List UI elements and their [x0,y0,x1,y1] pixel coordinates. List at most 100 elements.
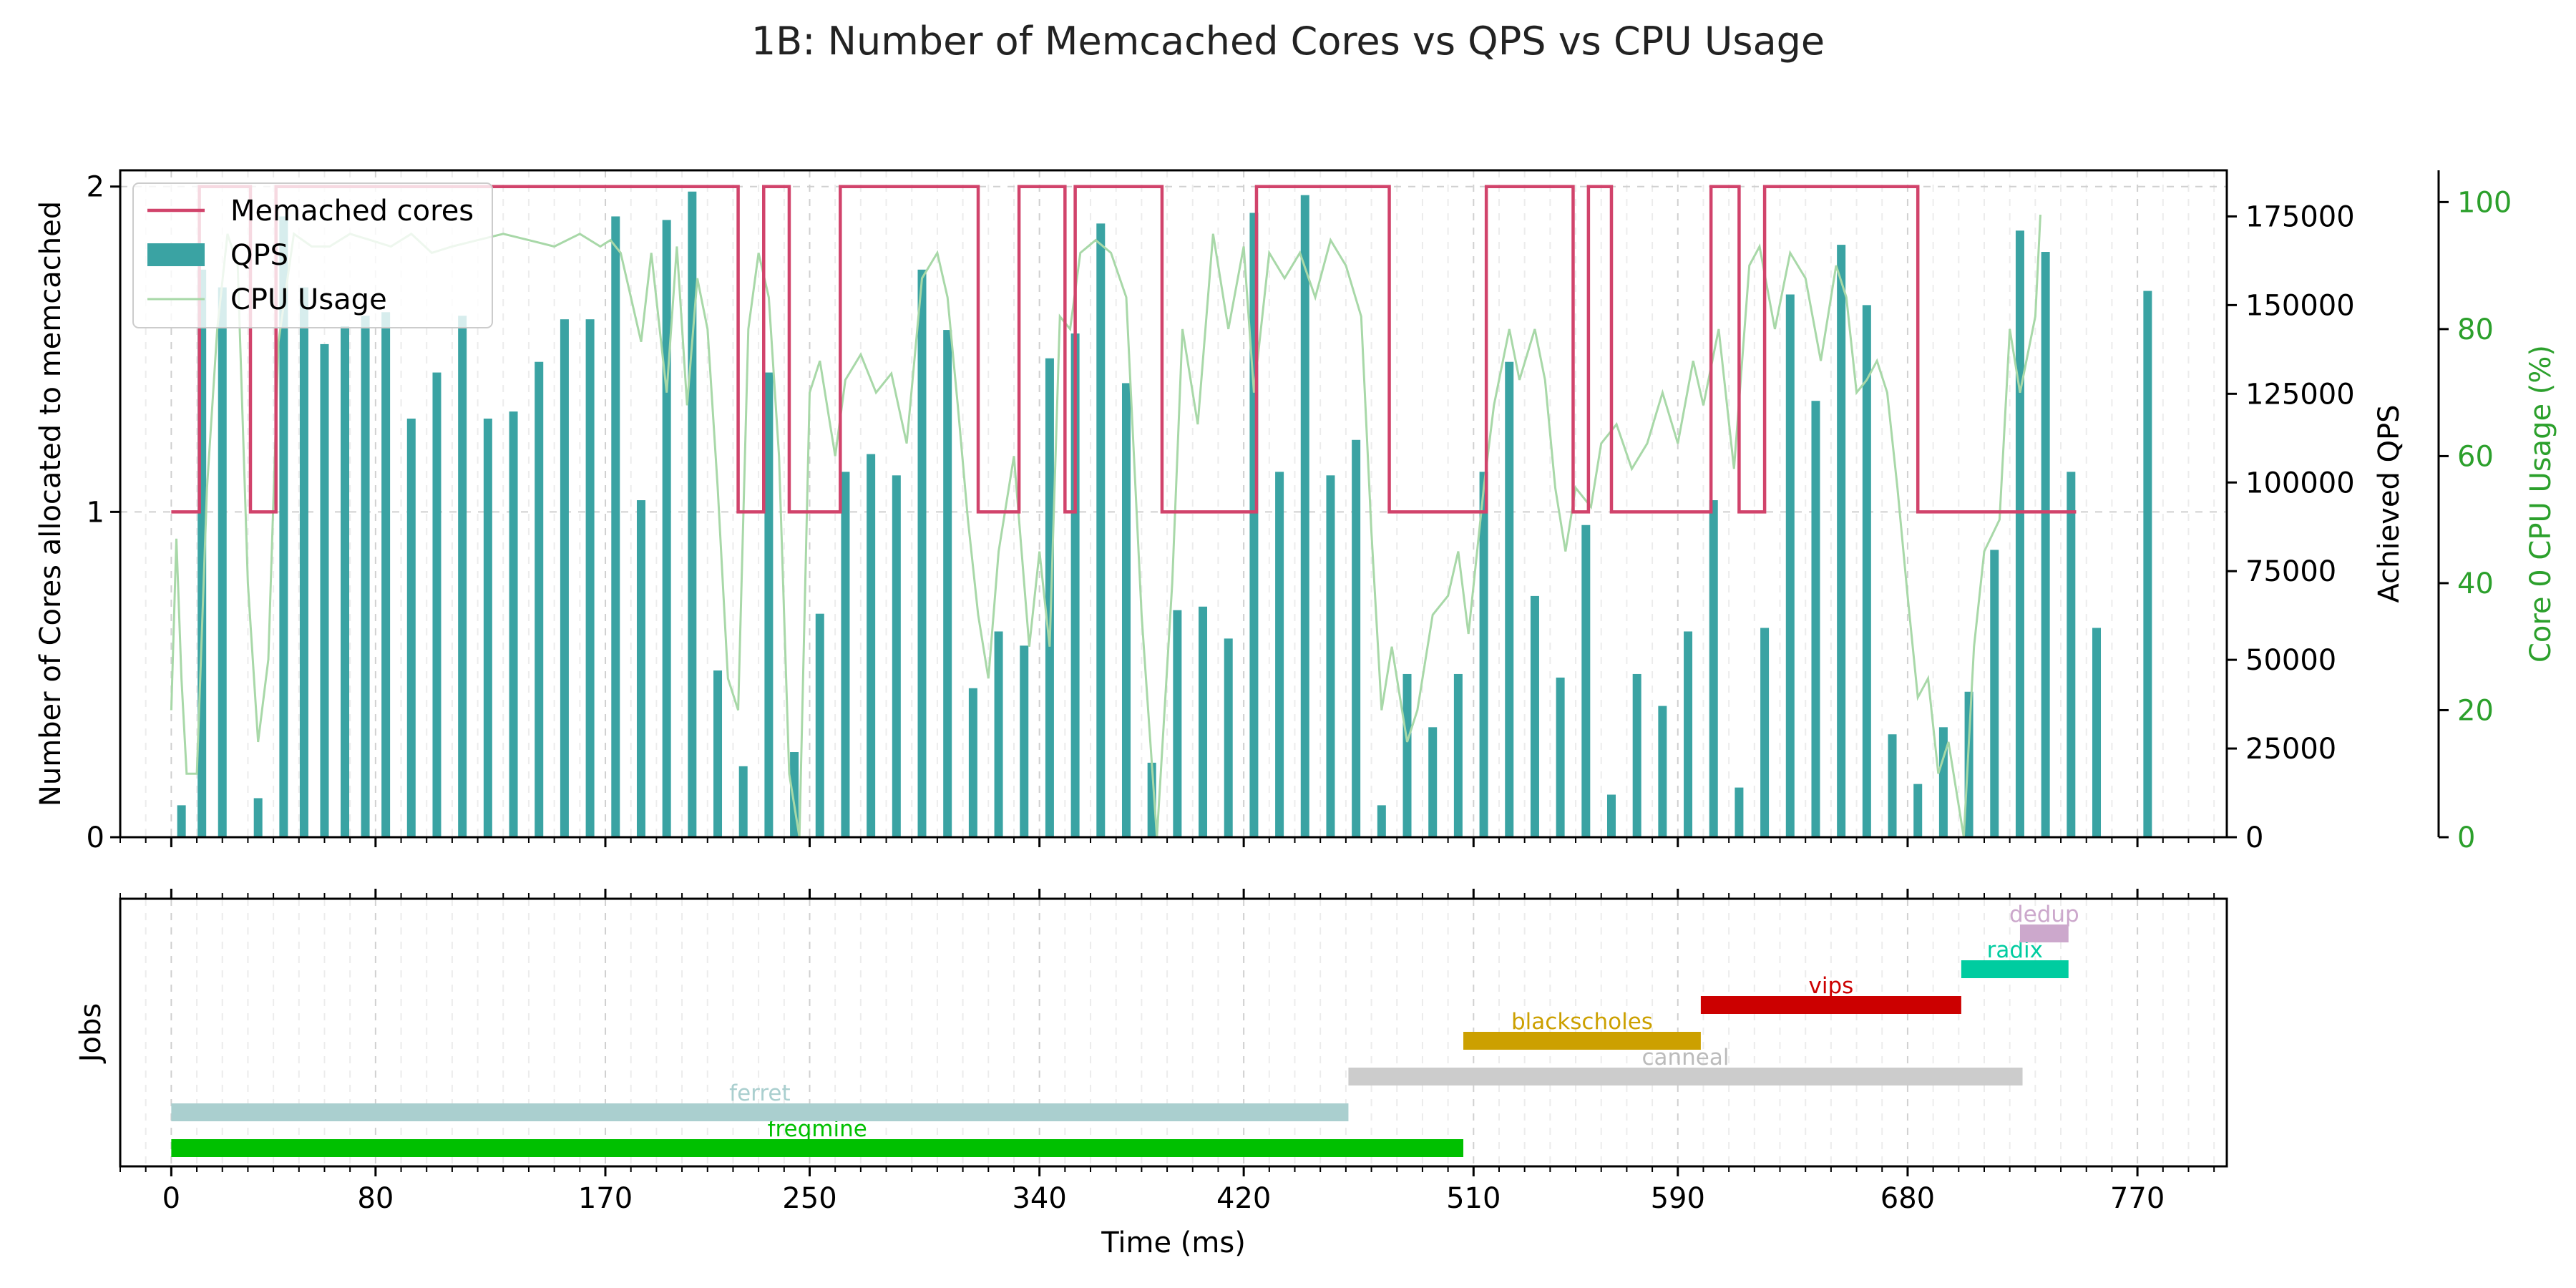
qps-bar [381,312,391,838]
qps-bar [1811,401,1820,837]
jobs-plot-frame [119,897,2228,1168]
qps-bar [1045,358,1054,837]
qps-bar [1505,361,1514,837]
job-bar-canneal [1348,1068,2023,1085]
qps-bar [636,500,645,837]
cpu-usage-line [170,215,2041,838]
qps-bar [320,343,329,837]
qps-bar [1888,734,1897,837]
qps-bar [1785,294,1795,838]
qps-bar [943,330,952,838]
qps-bar [764,372,774,837]
legend-label-cpu: CPU Usage [230,283,387,316]
cores-axis-label: Number of Cores allocated to memcached [34,201,67,806]
job-bar-vips [1700,996,1961,1014]
cores-tick-label: 2 [87,171,104,204]
qps-bar [1530,595,1539,837]
qps-bar [713,670,723,837]
qps-bar [279,216,288,838]
qps-bar [1326,475,1335,837]
cpu-tick-label: 40 [2457,567,2494,600]
qps-bar [1606,794,1616,837]
qps-tick-label: 75000 [2245,555,2336,588]
x-tick-label: 770 [2110,1182,2165,1215]
qps-bar [1837,245,1846,837]
qps-tick-label: 100000 [2245,467,2355,499]
x-tick-label: 340 [1012,1182,1066,1215]
x-tick-label: 250 [782,1182,836,1215]
qps-bar [406,419,416,837]
qps-bar [1684,631,1693,837]
qps-bar [968,688,977,837]
qps-tick-label: 175000 [2245,200,2355,233]
qps-bar [432,372,441,837]
qps-bar [1556,677,1565,837]
legend: Memached cores QPS CPU Usage [132,182,493,328]
qps-bar [867,454,876,837]
legend-swatch-qps [147,243,205,266]
qps-bar [1121,383,1131,837]
qps-bar [2092,628,2102,837]
cpu-tick-label: 0 [2457,821,2475,854]
x-tick-label: 510 [1446,1182,1501,1215]
qps-bar [917,269,927,838]
jobs-axes-ticks: 0 80 170 250 340 420 510 590 680 770 [119,889,2215,1215]
qps-bar [253,798,263,837]
qps-bar [1173,610,1182,837]
qps-bar [218,287,227,838]
jobs-gridlines [119,899,2215,1166]
qps-bar [1300,195,1309,837]
figure-title: 1B: Number of Memcached Cores vs QPS vs … [751,19,1825,64]
qps-bar [585,319,595,837]
qps-bar [1020,645,1029,837]
job-bar-radix [1961,960,2069,978]
qps-bar [361,316,370,837]
qps-bar [1709,500,1718,837]
cpu-tick-label: 20 [2457,694,2494,727]
qps-bar [483,419,492,837]
qps-bar [1352,439,1361,837]
legend-label-qps: QPS [230,239,288,272]
qps-bar [1735,787,1744,837]
cpu-tick-label: 80 [2457,313,2494,346]
x-tick-label: 590 [1651,1182,1705,1215]
cpu-axis-label: Core 0 CPU Usage (%) [2524,345,2557,663]
qps-bar [1402,673,1412,837]
qps-bar [560,319,569,837]
qps-bar [2015,230,2024,837]
jobs-chart: freqmineferretcannealblackscholesvipsrad… [74,889,2228,1259]
qps-bar [1938,727,1948,837]
jobs-axis-label: Jobs [74,1003,107,1065]
qps-bar [1990,550,1999,837]
qps-bar [611,216,620,838]
job-bars: freqmineferretcannealblackscholesvipsrad… [171,902,2079,1157]
qps-bar [535,361,544,837]
job-bar-blackscholes [1463,1032,1701,1050]
qps-bar [1275,472,1284,837]
qps-bar [1760,628,1770,837]
qps-bar [1377,805,1386,837]
qps-bar [458,316,467,837]
qps-bar [1070,333,1080,837]
cores-tick-label: 0 [87,821,104,854]
qps-tick-label: 0 [2245,821,2263,854]
time-axis-label: Time (ms) [1101,1226,1246,1259]
cpu-usage-series [170,215,2041,838]
qps-bar [815,613,824,837]
qps-bar [1658,706,1667,837]
qps-bar [1581,525,1591,837]
qps-bar [662,220,671,837]
qps-bar [2143,291,2152,837]
top-axes-ticks: 0120250005000075000100000125000150000175… [87,171,2512,854]
job-bar-ferret [171,1103,1349,1121]
cpu-tick-label: 100 [2457,186,2512,219]
x-tick-label: 680 [1880,1182,1935,1215]
memcached-cores-line [171,185,2077,514]
job-bar-dedup [2019,924,2069,942]
top-chart: 0120250005000075000100000125000150000175… [34,169,2557,854]
qps-axis-label: Achieved QPS [2373,404,2406,602]
x-tick-label: 80 [357,1182,394,1215]
qps-bar [841,472,850,837]
cpu-tick-label: 60 [2457,440,2494,473]
